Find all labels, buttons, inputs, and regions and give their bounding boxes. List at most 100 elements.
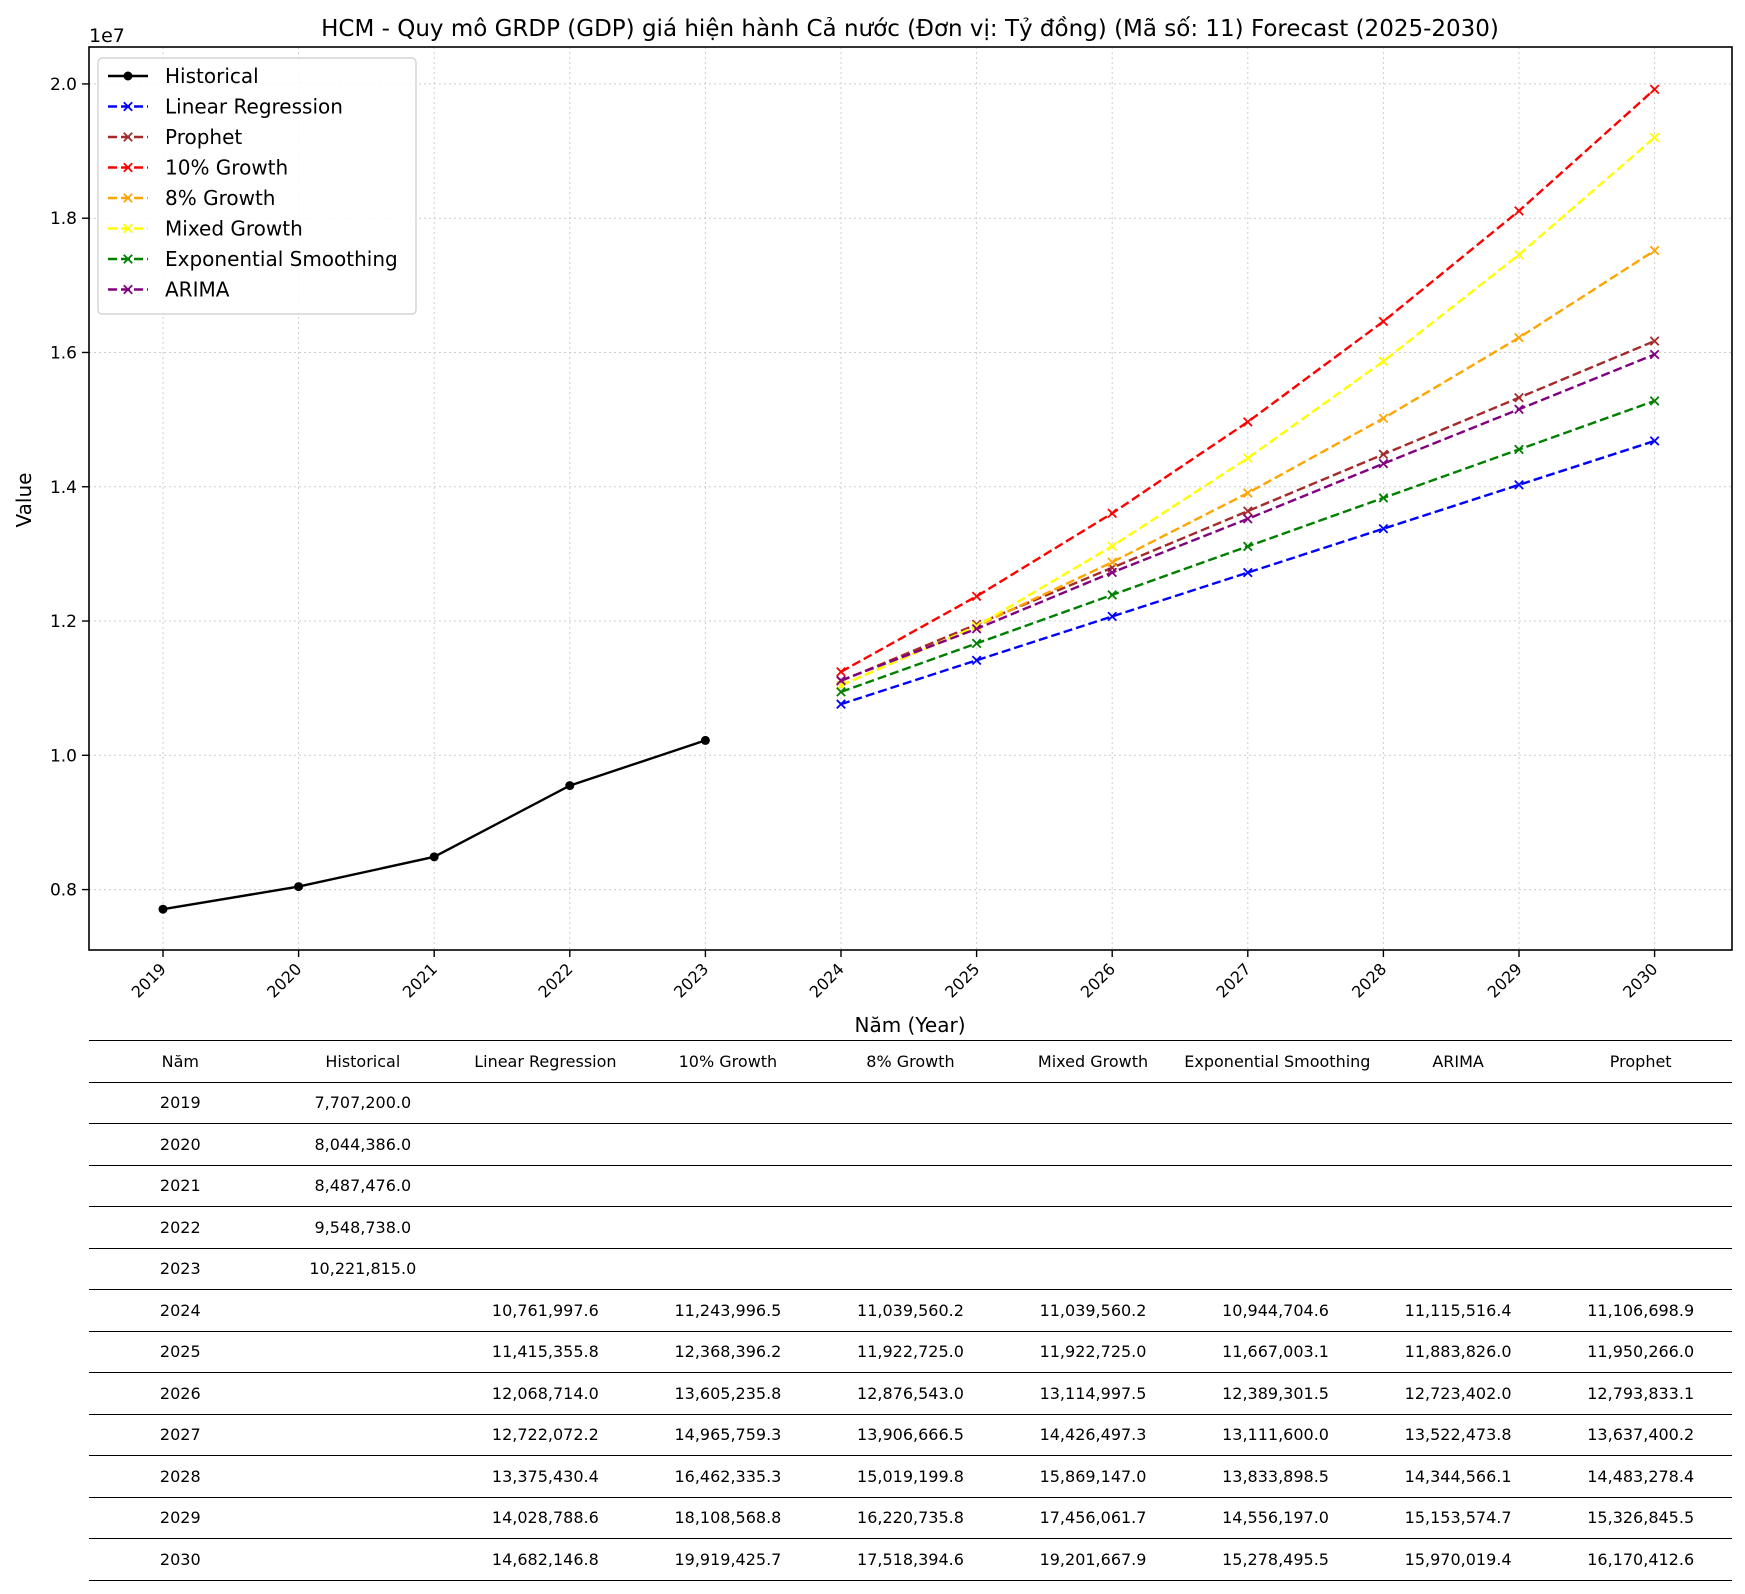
data-point (1107, 557, 1118, 568)
table-cell: 17,456,061.7 (1001, 1497, 1185, 1539)
table-body: 2019 7,707,200.0 2020 8,044,386.0 2021 8,487,… (89, 1082, 1732, 1581)
table-cell: 2023 (89, 1248, 272, 1290)
table-cell (271, 1289, 455, 1332)
legend-label: 10% Growth (165, 156, 288, 180)
data-point (1242, 417, 1253, 427)
table-cell: 14,556,197.0 (1184, 1497, 1367, 1539)
data-point (1107, 508, 1118, 519)
legend-label: 8% Growth (165, 186, 275, 210)
table-cell: 2019 (89, 1082, 272, 1124)
table-cell (1366, 1082, 1550, 1124)
table-cell: 2029 (89, 1497, 272, 1539)
data-point (1514, 392, 1524, 403)
table-cell: 11,243,996.5 (636, 1289, 820, 1332)
table-cell (1184, 1206, 1367, 1249)
data-point (1242, 567, 1253, 578)
y-tick-label: 1.4 (50, 478, 77, 498)
table-cell: 14,965,759.3 (636, 1414, 820, 1456)
table-cell (1366, 1165, 1550, 1207)
table-cell (1549, 1082, 1732, 1124)
y-tick-label: 1.6 (50, 343, 77, 363)
table-cell: 11,039,560.2 (819, 1289, 1002, 1332)
data-point (1107, 590, 1118, 600)
table-cell (1001, 1082, 1185, 1124)
legend-label: Exponential Smoothing (165, 247, 398, 271)
data-point (158, 904, 168, 914)
table-cell: 11,415,355.8 (454, 1331, 637, 1373)
data-point (1378, 523, 1389, 534)
table-cell: 12,068,714.0 (454, 1372, 637, 1415)
legend-label: Prophet (165, 125, 242, 149)
table-cell: 15,153,574.7 (1366, 1497, 1550, 1539)
data-point (836, 666, 846, 677)
table-cell (271, 1455, 455, 1498)
table-row: 2029 14,028,788.6 18,108,568.8 16,220,735.8… (89, 1497, 1732, 1539)
series-linear-regression (836, 436, 1660, 709)
table-cell: 9,548,738.0 (271, 1206, 455, 1249)
table-cell (1366, 1123, 1550, 1166)
table-cell: 15,278,495.5 (1184, 1538, 1367, 1581)
y-tick-label: 1.8 (50, 209, 77, 229)
y-tick-label: 1.0 (50, 746, 77, 766)
table-cell (1184, 1082, 1367, 1124)
legend-marker (123, 223, 133, 234)
table-header-cell: 8% Growth (819, 1040, 1002, 1083)
table-cell: 8,044,386.0 (271, 1123, 455, 1166)
table-cell (1184, 1248, 1367, 1290)
legend-label: Mixed Growth (165, 217, 303, 241)
table-cell: 19,919,425.7 (636, 1538, 820, 1581)
legend-item-arima: ARIMA (108, 278, 230, 302)
legend-marker (123, 254, 133, 264)
table-cell (271, 1538, 455, 1581)
data-point (971, 591, 982, 602)
table-cell (1001, 1165, 1185, 1207)
data-point (971, 623, 982, 634)
y-tick-label: 0.8 (50, 881, 77, 901)
x-tick-label: 2026 (1077, 959, 1119, 1001)
table-cell: 18,108,568.8 (636, 1497, 820, 1539)
series-line (840, 88, 1656, 673)
data-point (836, 687, 846, 697)
x-tick-label: 2024 (806, 959, 848, 1001)
table-cell: 15,326,845.5 (1549, 1497, 1732, 1539)
series-layer (158, 84, 1660, 914)
x-tick-label: 2027 (1212, 959, 1254, 1001)
table-cell: 2027 (89, 1414, 272, 1456)
data-point (1378, 413, 1389, 424)
table-row: 2026 12,068,714.0 13,605,235.8 12,876,543.0… (89, 1372, 1732, 1415)
data-point (1107, 541, 1118, 552)
table-cell (1001, 1123, 1185, 1166)
table-cell: 11,667,003.1 (1184, 1331, 1367, 1373)
series-exponential-smoothing (836, 396, 1660, 697)
data-point (971, 621, 982, 632)
grid-lines (89, 47, 1732, 950)
table-cell: 10,221,815.0 (271, 1248, 455, 1290)
x-tick-label: 2019 (128, 959, 170, 1001)
data-point (1242, 541, 1253, 552)
table-header-cell: Prophet (1549, 1040, 1732, 1083)
data-point (429, 852, 439, 862)
table-cell: 14,483,278.4 (1549, 1455, 1732, 1498)
table-cell: 11,039,560.2 (1001, 1289, 1185, 1332)
x-tick-label: 2023 (670, 959, 712, 1001)
table-cell (271, 1331, 455, 1373)
data-point (1378, 493, 1389, 503)
data-point (1242, 453, 1253, 463)
x-tick-label: 2028 (1348, 959, 1390, 1001)
data-point (1649, 84, 1660, 95)
table-row: 2022 9,548,738.0 (89, 1206, 1732, 1249)
legend: Historical Linear Regression Prophet 10% Gr… (97, 57, 417, 315)
table-cell (1549, 1206, 1732, 1249)
table-cell (271, 1372, 455, 1415)
table-cell: 11,950,266.0 (1549, 1331, 1732, 1373)
legend-label: Linear Regression (165, 95, 343, 119)
data-point (1649, 132, 1660, 143)
table-cell: 12,368,396.2 (636, 1331, 820, 1373)
table-row: 2030 14,682,146.8 19,919,425.7 17,518,394.6… (89, 1538, 1732, 1581)
data-point (1378, 356, 1389, 367)
table-header-cell: Mixed Growth (1001, 1040, 1185, 1083)
legend-item-prophet: Prophet (108, 125, 242, 149)
table-cell (1549, 1165, 1732, 1207)
table-row: 2024 10,761,997.6 11,243,996.5 11,039,560.2… (89, 1289, 1732, 1332)
table-cell (271, 1497, 455, 1539)
